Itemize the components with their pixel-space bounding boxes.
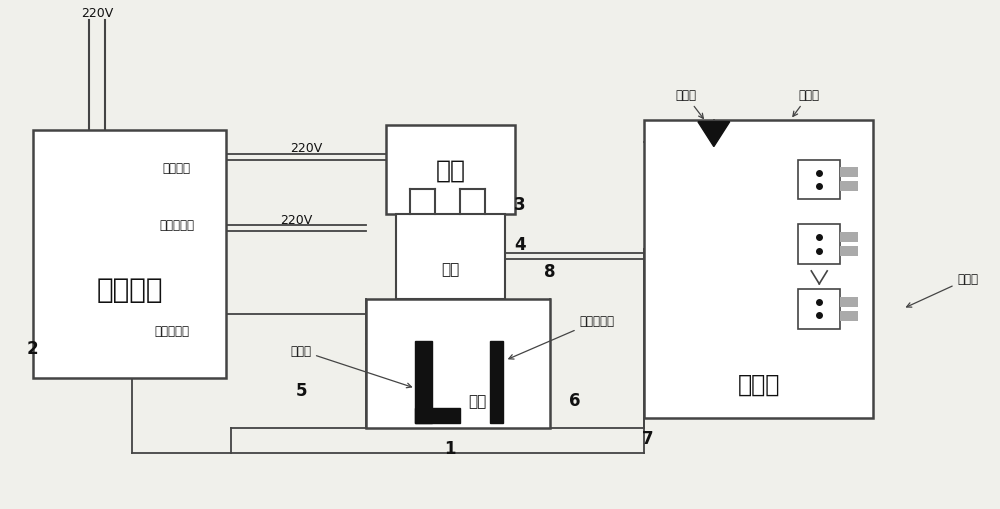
Bar — [798, 289, 840, 329]
Bar — [366, 299, 550, 428]
Bar — [840, 182, 858, 192]
Text: 8: 8 — [544, 263, 555, 280]
Bar — [33, 130, 226, 379]
Text: 油泵: 油泵 — [441, 262, 459, 277]
Bar — [798, 160, 840, 200]
Polygon shape — [490, 341, 503, 423]
Text: 加热器电源: 加热器电源 — [159, 218, 194, 231]
Bar — [840, 233, 858, 243]
Text: 6: 6 — [569, 391, 580, 409]
Text: 2: 2 — [27, 340, 38, 358]
Text: 5: 5 — [295, 382, 307, 400]
Bar — [840, 311, 858, 321]
Bar — [644, 121, 873, 418]
Bar — [798, 224, 840, 265]
Bar — [386, 125, 515, 215]
Bar — [840, 246, 858, 257]
Polygon shape — [415, 408, 460, 423]
Text: 3: 3 — [514, 196, 526, 214]
Text: 油路板: 油路板 — [737, 372, 780, 395]
Text: 电机电源: 电机电源 — [163, 162, 191, 175]
Polygon shape — [415, 341, 432, 423]
Text: 控制分机: 控制分机 — [96, 275, 163, 303]
Text: 油位传感器: 油位传感器 — [509, 315, 615, 359]
Text: 220V: 220V — [290, 142, 322, 155]
Text: 供油管: 供油管 — [907, 273, 978, 307]
Text: 1: 1 — [445, 439, 456, 457]
Text: 油位传感器: 油位传感器 — [154, 324, 189, 337]
Text: 220V: 220V — [280, 213, 312, 226]
Polygon shape — [698, 123, 730, 147]
Text: 7: 7 — [641, 429, 653, 447]
Text: 4: 4 — [514, 236, 526, 253]
Text: 油箱: 油箱 — [468, 393, 487, 408]
Bar — [396, 215, 505, 299]
Bar — [840, 168, 858, 178]
Text: 卸压阀: 卸压阀 — [675, 89, 703, 119]
Bar — [840, 297, 858, 307]
Text: 电机: 电机 — [435, 158, 465, 182]
Text: 加热器: 加热器 — [290, 344, 411, 388]
Text: 调压阀: 调压阀 — [793, 89, 819, 117]
Text: 220V: 220V — [81, 7, 113, 20]
